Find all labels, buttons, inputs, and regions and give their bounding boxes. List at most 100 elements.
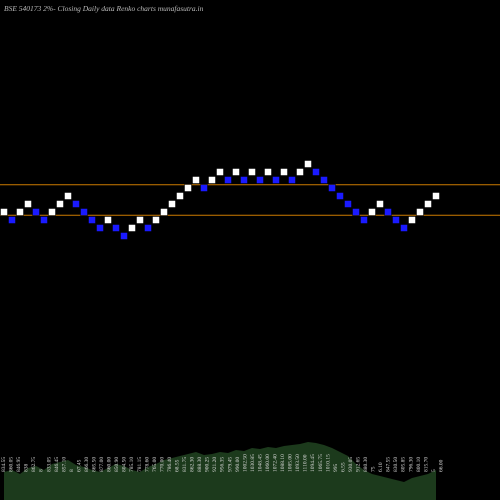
down-brick [240,176,248,184]
volume-label: 865.50 [92,457,98,472]
volume-label: 1088.10 [280,454,286,472]
up-brick [176,192,184,200]
volume-label: 765.00 [152,457,158,472]
up-brick [424,200,432,208]
volume-label: 857.10 [61,457,67,472]
up-brick [248,168,256,176]
down-brick [400,224,408,232]
up-brick [16,208,24,216]
volume-label: 850.90 [114,457,120,472]
down-brick [344,200,352,208]
up-brick [0,208,8,216]
volume-label: 880.30 [363,457,369,472]
volume-label: 6.55 [340,462,346,472]
down-brick [288,176,296,184]
down-brick [40,216,48,224]
volume-label: 912.65 [355,457,361,472]
volume-label: 862.75 [31,457,37,472]
volume-label: 838 [24,464,30,473]
volume-label: 1093.50 [295,454,301,472]
down-brick [312,168,320,176]
down-brick [32,208,40,216]
down-brick [336,192,344,200]
volume-label: 1085.00 [288,454,294,472]
up-brick [192,176,200,184]
volume-label: 1060.00 [265,454,271,472]
down-brick [352,208,360,216]
volume-label: 866.30 [84,457,90,472]
down-brick [360,216,368,224]
up-brick [232,168,240,176]
down-brick [328,184,336,192]
chart-title: BSE 540173 2%- Closing Daily data Renko … [4,4,204,13]
volume-label: 860.05 [9,457,15,472]
volume-label: 8 [69,469,75,472]
volume-label: 66.00 [438,459,444,472]
volume-label: 5 [431,469,437,472]
volume-label: 860.00 [107,457,113,472]
up-brick [184,184,192,192]
volume-label: 1110.00 [303,454,309,472]
up-brick [376,200,384,208]
up-brick [304,160,312,168]
up-brick [56,200,64,208]
up-brick [432,192,440,200]
volume-label: 781.15 [137,457,143,472]
up-brick [128,224,136,232]
volume-label: 1002.50 [242,454,248,472]
up-brick [152,216,160,224]
up-brick [408,216,416,224]
volume-label: 75 [371,466,377,472]
volume-label: 1065.75 [318,454,324,472]
volume-label: 956.35 [220,457,226,472]
up-brick [64,192,72,200]
volume-label: 68.55 [174,459,180,472]
up-brick [296,168,304,176]
volume-label: 804.50 [122,457,128,472]
volume-label: 1048.45 [257,454,263,472]
up-brick [48,208,56,216]
volume-label: 8 [39,469,45,472]
volume-label: 796.30 [408,457,414,472]
volume-label: 815.70 [423,457,429,472]
up-brick [216,168,224,176]
volume-label: 786.40 [167,457,173,472]
volume-label: 862.30 [190,457,196,472]
down-brick [80,208,88,216]
up-brick [368,208,376,216]
down-brick [320,176,328,184]
volume-label: 831.75 [182,457,188,472]
volume-label: 1094.45 [310,454,316,472]
up-brick [168,200,176,208]
up-brick [24,200,32,208]
volume-label: 6.10 [378,462,384,472]
up-brick [160,208,168,216]
up-brick [208,176,216,184]
down-brick [120,232,128,240]
volume-label: 834.55 [1,457,7,472]
down-brick [96,224,104,232]
down-brick [88,216,96,224]
up-brick [264,168,272,176]
down-brick [272,176,280,184]
down-brick [384,208,392,216]
volume-label: 877.00 [99,457,105,472]
down-brick [256,176,264,184]
down-brick [224,176,232,184]
up-brick [136,216,144,224]
down-brick [200,184,208,192]
volume-label: 1072.40 [273,454,279,472]
volume-label: 67.45 [76,459,82,472]
volume-label: 888.30 [197,457,203,472]
up-brick [280,168,288,176]
volume-label: 846.45 [54,457,60,472]
volume-label: 900.25 [205,457,211,472]
down-brick [144,224,152,232]
up-brick [416,208,424,216]
down-brick [72,200,80,208]
volume-label: 785.10 [129,457,135,472]
volume-label: 1010.15 [325,454,331,472]
volume-label: 778.60 [144,457,150,472]
